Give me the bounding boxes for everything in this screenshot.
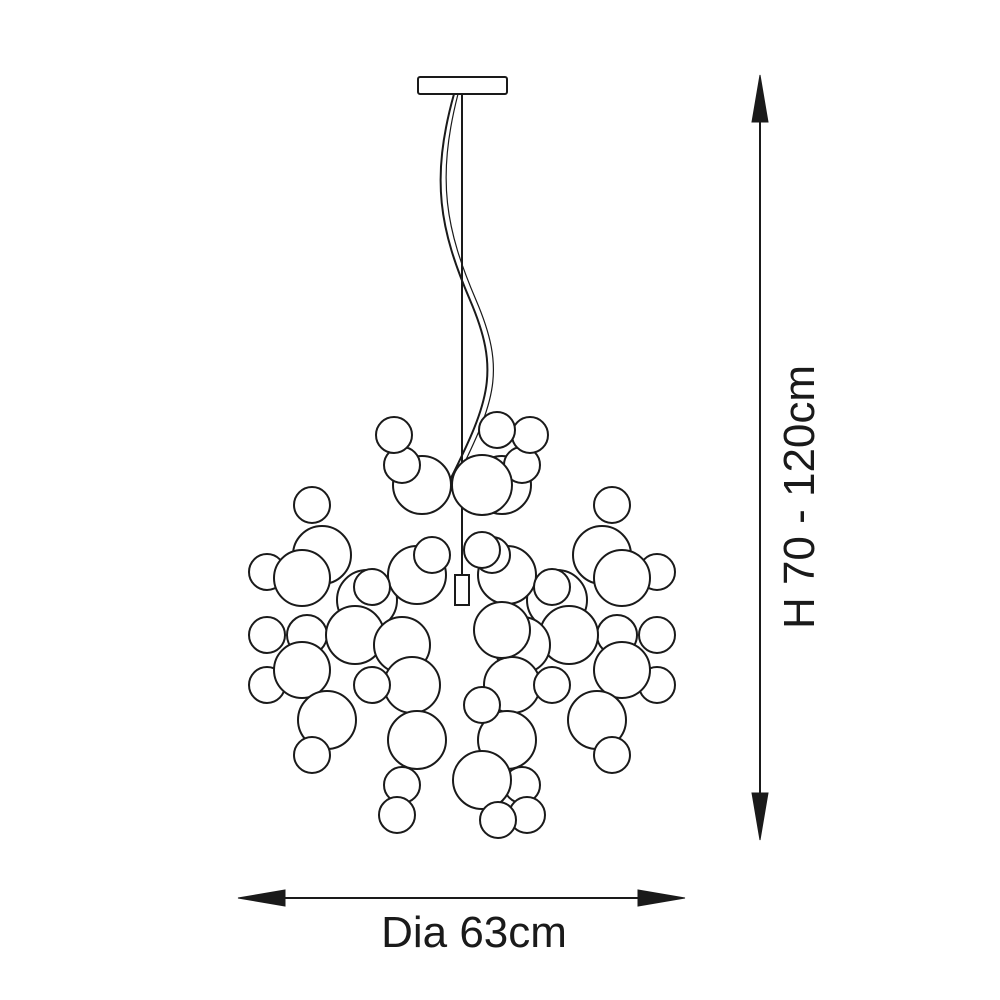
- glass-ball: [473, 601, 531, 659]
- glass-ball: [293, 736, 331, 774]
- glass-ball: [375, 416, 413, 454]
- height-label: H 70 - 120cm: [775, 364, 824, 630]
- glass-ball: [378, 796, 416, 834]
- glass-ball: [463, 531, 501, 569]
- glass-ball: [273, 641, 331, 699]
- glass-ball: [451, 454, 513, 516]
- power-cable: [439, 93, 489, 481]
- glass-ball: [353, 568, 391, 606]
- glass-ball: [383, 656, 441, 714]
- glass-ball: [387, 710, 447, 770]
- glass-ball: [533, 666, 571, 704]
- diameter-label: Dia 63cm: [381, 908, 567, 957]
- glass-ball: [593, 549, 651, 607]
- diameter-dimension-arrow: [237, 889, 686, 907]
- ceiling-canopy: [417, 76, 508, 95]
- glass-ball: [273, 549, 331, 607]
- pendant-light: [248, 76, 676, 839]
- glass-ball: [463, 686, 501, 724]
- glass-ball: [533, 568, 571, 606]
- glass-ball: [293, 486, 331, 524]
- height-dimension-arrow: [751, 74, 769, 841]
- lamp-holder: [454, 574, 470, 606]
- glass-ball: [638, 616, 676, 654]
- glass-ball: [353, 666, 391, 704]
- glass-ball: [593, 641, 651, 699]
- glass-ball: [452, 750, 512, 810]
- glass-ball: [413, 536, 451, 574]
- glass-ball: [511, 416, 549, 454]
- glass-ball: [478, 411, 516, 449]
- glass-ball: [479, 801, 517, 839]
- glass-ball: [593, 486, 631, 524]
- glass-ball: [593, 736, 631, 774]
- glass-ball: [248, 616, 286, 654]
